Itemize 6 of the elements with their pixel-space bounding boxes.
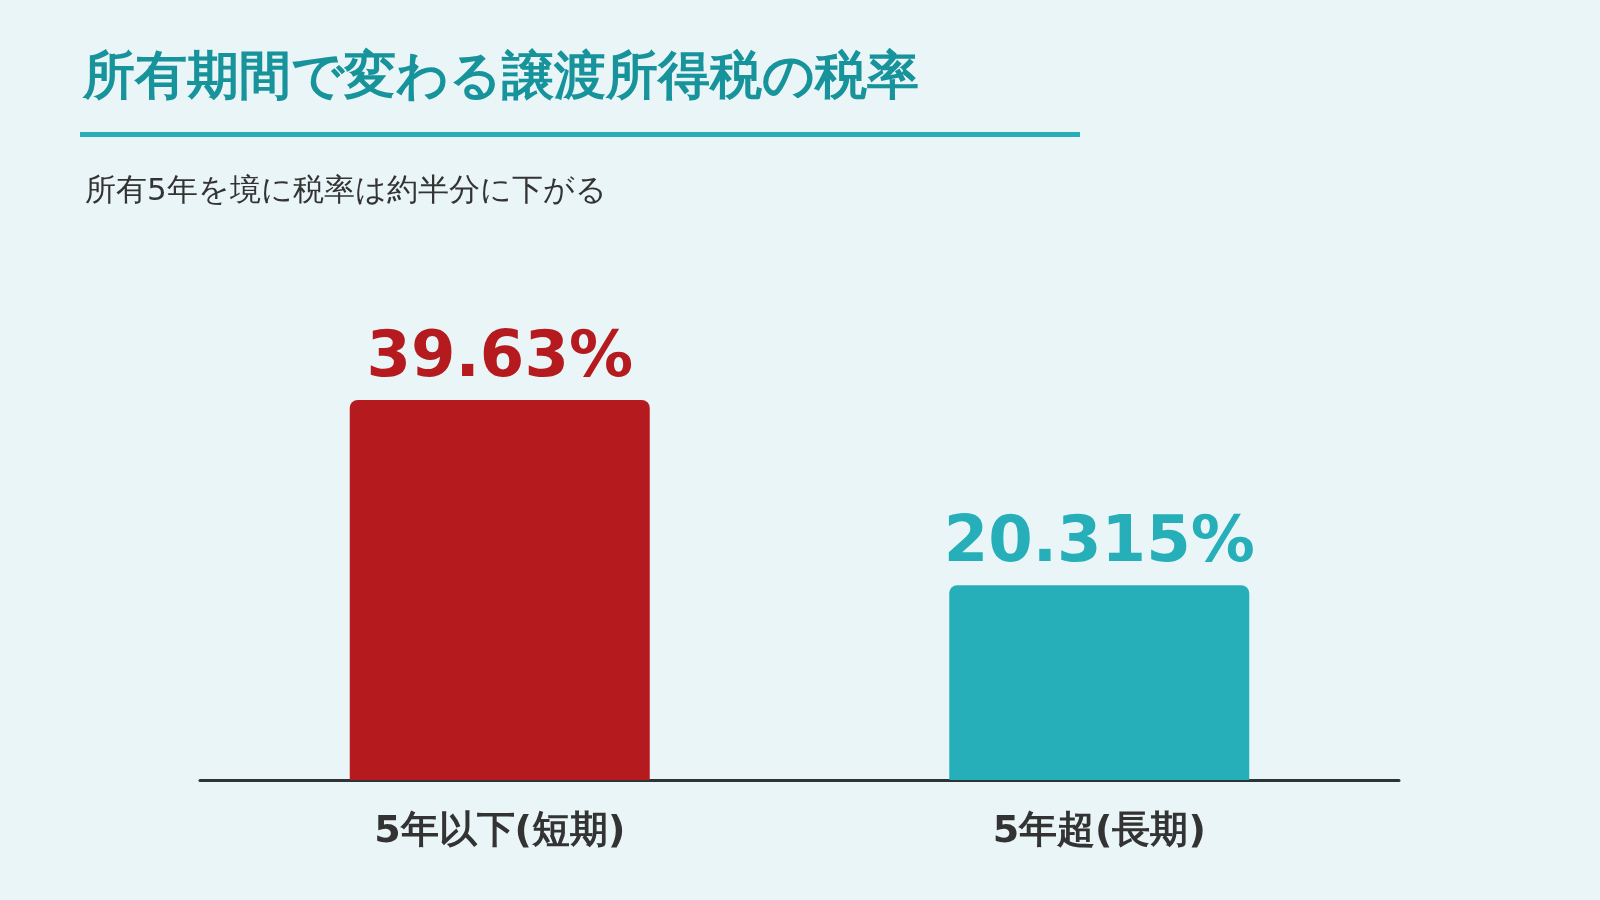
chart-subtitle: 所有5年を境に税率は約半分に下がる bbox=[85, 170, 607, 207]
data-label: 39.63% bbox=[366, 317, 634, 391]
chart-title: 所有期間で変わる譲渡所得税の税率 bbox=[82, 45, 919, 105]
x-tick-label: 5年超(長期) bbox=[992, 807, 1206, 851]
data-label: 20.315% bbox=[943, 502, 1255, 577]
x-tick-label: 5年以下(短期) bbox=[374, 807, 626, 851]
